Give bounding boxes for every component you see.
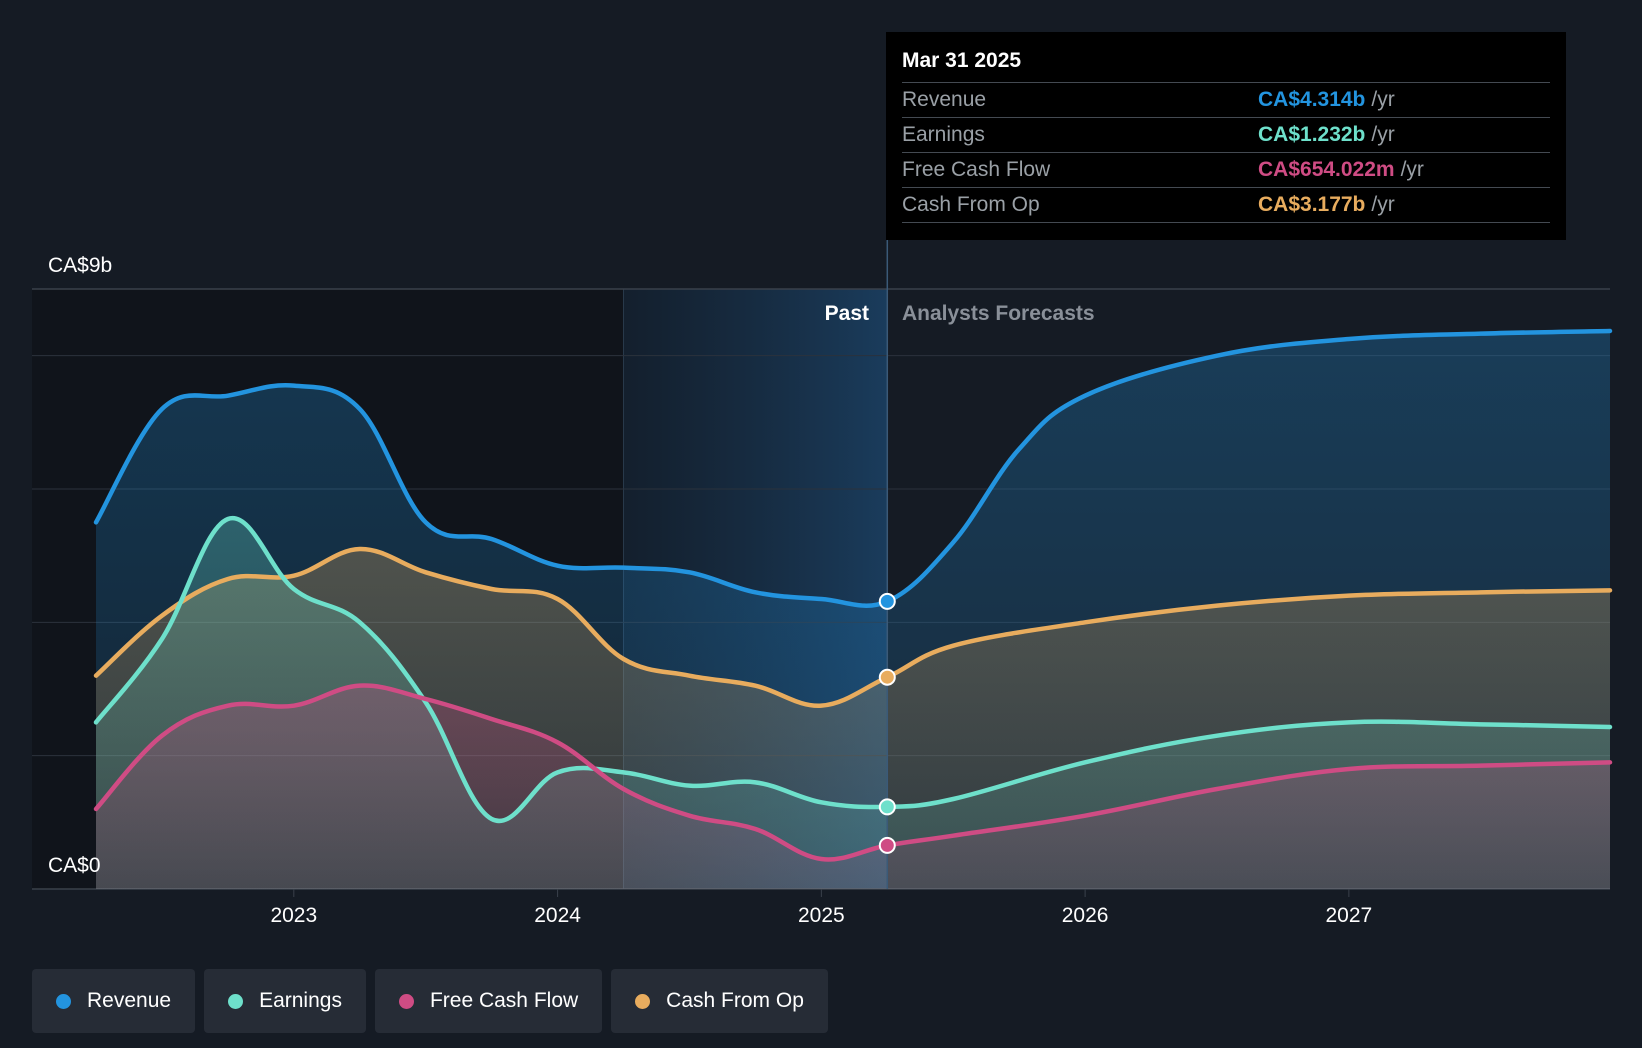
- tooltip-unit: /yr: [1371, 88, 1395, 111]
- tooltip-row-cash-from-op: Cash From Op CA$3.177b /yr: [902, 188, 1550, 223]
- legend-item-free-cash-flow[interactable]: Free Cash Flow: [374, 969, 603, 1033]
- tooltip-date: Mar 31 2025: [902, 46, 1550, 83]
- legend-dot-icon: [635, 993, 651, 1009]
- earnings-line: [93, 515, 1613, 824]
- tooltip-value-cash-from-op: CA$3.177b: [1258, 193, 1366, 216]
- legend-dot-icon: [398, 993, 414, 1009]
- tooltip-label: Free Cash Flow: [902, 158, 1051, 181]
- tooltip-row-revenue: Revenue CA$4.314b /yr: [902, 83, 1550, 118]
- tooltip-value-earnings: CA$1.232b: [1258, 123, 1366, 146]
- tooltip-unit: /yr: [1371, 193, 1395, 216]
- revenue-line: [93, 328, 1613, 608]
- free-cash-flow-marker: [878, 836, 896, 854]
- legend-label: Revenue: [87, 989, 172, 1012]
- legend-item-cash-from-op[interactable]: Cash From Op: [611, 969, 828, 1033]
- free-cash-flow-line: [93, 683, 1613, 862]
- forecast-label: Analysts Forecasts: [902, 302, 1095, 325]
- cash-from-op-marker: [878, 668, 896, 686]
- tooltip-unit: /yr: [1371, 123, 1395, 146]
- legend-item-revenue[interactable]: Revenue: [32, 969, 196, 1033]
- revenue-marker: [878, 592, 896, 610]
- tooltip: Mar 31 2025 Revenue CA$4.314b /yr Earnin…: [886, 32, 1566, 240]
- earnings-marker: [878, 798, 896, 816]
- legend: Revenue Earnings Free Cash Flow Cash Fro…: [32, 969, 837, 1033]
- cash-from-op-line: [93, 546, 1613, 708]
- legend-item-earnings[interactable]: Earnings: [204, 969, 366, 1033]
- y-axis-bottom-label: CA$0: [48, 854, 101, 877]
- tooltip-label: Earnings: [902, 123, 985, 146]
- x-tick-label-2025: 2025: [798, 904, 845, 927]
- x-tick-label-2024: 2024: [534, 904, 581, 927]
- tooltip-value-revenue: CA$4.314b: [1258, 88, 1366, 111]
- series-lines: [93, 240, 1613, 889]
- tooltip-row-earnings: Earnings CA$1.232b /yr: [902, 118, 1550, 153]
- y-axis-top-label: CA$9b: [48, 254, 112, 277]
- x-tick-label-2026: 2026: [1062, 904, 1109, 927]
- tooltip-unit: /yr: [1400, 158, 1424, 181]
- tooltip-label: Cash From Op: [902, 193, 1040, 216]
- tooltip-label: Revenue: [902, 88, 987, 111]
- free-cash-flow-area: [96, 685, 1610, 889]
- past-label: Past: [825, 302, 869, 325]
- legend-dot-icon: [228, 993, 244, 1009]
- series-markers: [878, 592, 896, 854]
- tooltip-value-free-cash-flow: CA$654.022m: [1258, 158, 1395, 181]
- legend-label: Earnings: [259, 989, 342, 1012]
- legend-label: Free Cash Flow: [429, 989, 579, 1012]
- x-tick-label-2023: 2023: [270, 904, 317, 927]
- legend-dot-icon: [56, 993, 71, 1009]
- x-tick-label-2027: 2027: [1326, 904, 1373, 927]
- tooltip-row-free-cash-flow: Free Cash Flow CA$654.022m /yr: [902, 153, 1550, 188]
- legend-label: Cash From Op: [666, 989, 804, 1012]
- x-axis-ticks: 2023 2024 2025 2026 2027: [270, 889, 1372, 927]
